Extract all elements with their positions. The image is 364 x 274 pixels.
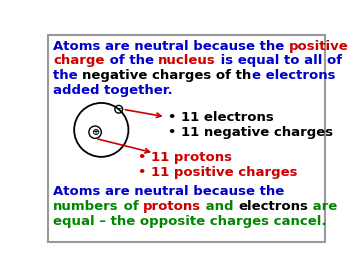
Text: e: e	[252, 69, 261, 82]
Text: the: the	[53, 69, 83, 82]
Text: • 11 positive charges: • 11 positive charges	[138, 166, 298, 179]
Text: numbers: numbers	[53, 200, 119, 213]
Text: are: are	[308, 200, 338, 213]
Text: • 11 negative charges: • 11 negative charges	[168, 126, 333, 139]
Text: of the: of the	[104, 55, 158, 67]
Text: ⊕: ⊕	[91, 127, 99, 137]
Text: • 11 electrons: • 11 electrons	[168, 112, 274, 124]
Text: electrons: electrons	[238, 200, 308, 213]
Text: added together.: added together.	[53, 84, 173, 97]
Text: negative charges of th: negative charges of th	[83, 69, 252, 82]
Text: electrons: electrons	[261, 69, 335, 82]
Text: positive: positive	[289, 40, 349, 53]
Text: • 11 protons: • 11 protons	[138, 152, 233, 164]
Text: −: −	[116, 106, 122, 112]
Text: Atoms are neutral because the: Atoms are neutral because the	[53, 40, 289, 53]
Text: equal – the opposite charges cancel.: equal – the opposite charges cancel.	[53, 215, 327, 228]
Text: and: and	[201, 200, 238, 213]
Text: nucleus: nucleus	[158, 55, 216, 67]
Text: is equal to all of: is equal to all of	[216, 55, 342, 67]
Text: protons: protons	[143, 200, 201, 213]
Text: of: of	[119, 200, 143, 213]
Text: charge: charge	[53, 55, 104, 67]
Text: Atoms are neutral because the: Atoms are neutral because the	[53, 185, 285, 198]
